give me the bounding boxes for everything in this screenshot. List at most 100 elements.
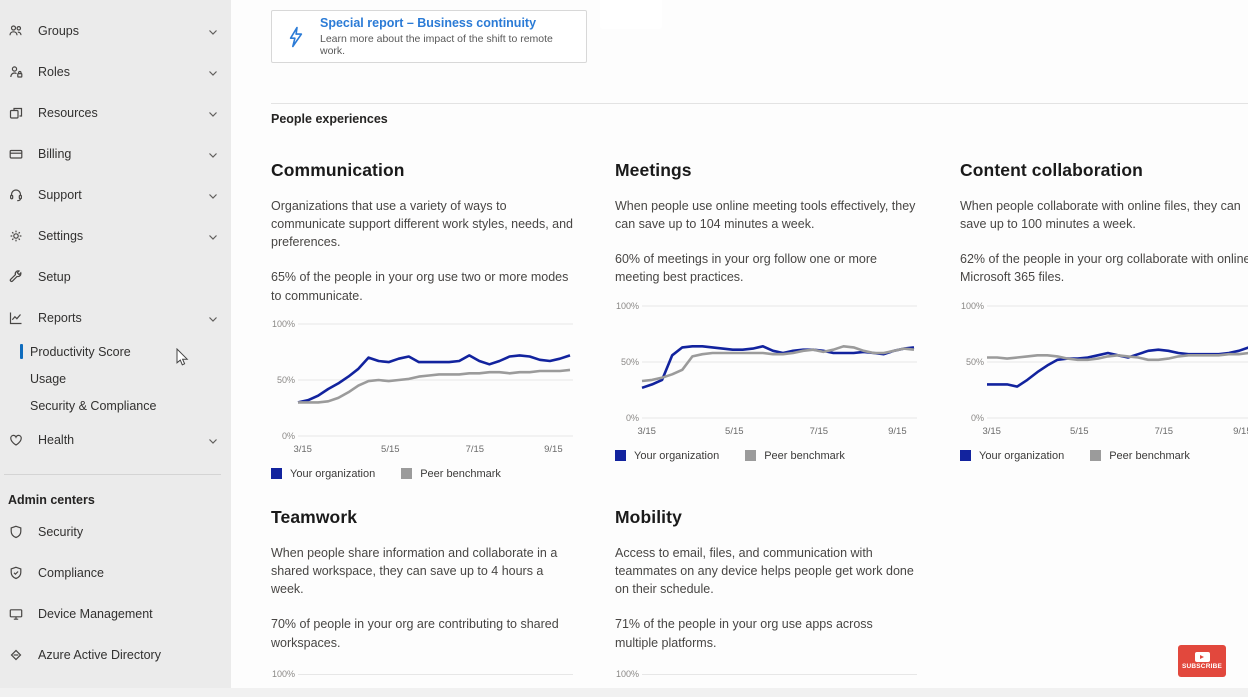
chart-canvas — [297, 323, 573, 437]
sidebar-item-usage[interactable]: Usage — [0, 365, 231, 392]
card-communication: Communication Organizations that use a v… — [271, 160, 573, 480]
card-description: When people share information and collab… — [271, 546, 558, 597]
legend-label: Your organization — [290, 467, 376, 480]
banner-subtitle: Learn more about the impact of the shift… — [320, 33, 553, 57]
chart-legend: Your organization Peer benchmark — [615, 450, 917, 462]
chart-canvas — [987, 305, 1248, 418]
sidebar-item-label: Azure Active Directory — [38, 647, 161, 662]
sidebar-item-label: Compliance — [38, 565, 105, 580]
communication-chart: 100% 50% 0% — [271, 319, 573, 441]
x-axis-tick: 7/15 — [809, 425, 829, 437]
special-report-banner[interactable]: Special report – Business continuity Lea… — [271, 10, 587, 63]
chevron-down-icon — [207, 107, 219, 119]
sidebar-item-label: Security — [38, 524, 84, 539]
legend-your-organization: Your organization — [960, 450, 1064, 462]
meetings-chart: 100% 50% 0% — [615, 300, 917, 423]
card-mobility: Mobility Access to email, files, and com… — [615, 507, 917, 687]
card-title: Communication — [271, 160, 405, 180]
resources-icon — [7, 104, 24, 121]
sidebar-item-compliance[interactable]: Compliance — [0, 552, 231, 593]
mobility-chart-truncated: 100% — [615, 669, 917, 687]
chart-legend: Your organization Peer benchmark — [960, 450, 1248, 462]
card-description: Organizations that use a variety of ways… — [271, 199, 574, 250]
card-description: Access to email, files, and communicatio… — [615, 546, 914, 597]
legend-label: Your organization — [634, 449, 720, 462]
youtube-play-icon — [1194, 652, 1210, 662]
card-meetings: Meetings When people use online meeting … — [615, 160, 917, 462]
section-divider — [271, 103, 1248, 104]
chart-x-axis: 3/15 5/15 7/15 9/15 — [615, 426, 917, 442]
sidebar-item-security-compliance[interactable]: Security & Compliance — [0, 392, 231, 419]
y-axis-tick: 100% — [615, 668, 639, 679]
legend-peer-benchmark: Peer benchmark — [1090, 450, 1190, 462]
legend-your-organization: Your organization — [615, 450, 719, 462]
sidebar-item-label: Settings — [38, 228, 84, 243]
sidebar-item-productivity-score[interactable]: Productivity Score — [0, 338, 231, 365]
main-content: Special report – Business continuity Lea… — [231, 0, 1248, 697]
chevron-down-icon — [207, 148, 219, 160]
support-icon — [7, 186, 24, 203]
sidebar-item-reports[interactable]: Reports — [0, 297, 231, 338]
gear-icon — [7, 227, 24, 244]
x-axis-tick: 5/15 — [1070, 425, 1089, 437]
sidebar-item-label: Support — [38, 187, 82, 202]
chevron-down-icon — [207, 230, 219, 242]
groups-icon — [7, 22, 24, 39]
gridline — [642, 673, 917, 675]
azure-ad-icon — [7, 646, 24, 663]
sidebar-divider — [4, 474, 221, 475]
sidebar-item-setup[interactable]: Setup — [0, 256, 231, 297]
legend-swatch-gray — [745, 450, 757, 461]
device-icon — [7, 605, 24, 622]
sidebar-item-groups[interactable]: Groups — [0, 10, 231, 51]
card-teamwork: Teamwork When people share information a… — [271, 507, 573, 687]
selected-indicator — [20, 344, 23, 359]
white-overlay-patch — [600, 0, 662, 29]
teamwork-chart-truncated: 100% — [271, 669, 573, 687]
x-axis-tick: 9/15 — [544, 443, 563, 455]
card-stat: 65% of the people in your org use two or… — [271, 270, 569, 303]
legend-peer-benchmark: Peer benchmark — [401, 468, 501, 480]
sidebar-item-label: Resources — [38, 105, 98, 120]
card-description: When people collaborate with online file… — [960, 199, 1241, 232]
line-chart-icon — [7, 309, 24, 326]
bottom-strip — [0, 688, 1248, 697]
sidebar-item-health[interactable]: Health — [0, 419, 231, 460]
sidebar-item-billing[interactable]: Billing — [0, 133, 231, 174]
card-stat: 71% of the people in your org use apps a… — [615, 617, 873, 650]
card-description: When people use online meeting tools eff… — [615, 199, 916, 232]
chart-legend: Your organization Peer benchmark — [271, 468, 573, 480]
chevron-down-icon — [207, 312, 219, 324]
y-axis-tick: 0% — [970, 412, 984, 423]
series-line — [641, 344, 915, 382]
sidebar-item-resources[interactable]: Resources — [0, 92, 231, 133]
sidebar-item-settings[interactable]: Settings — [0, 215, 231, 256]
gridline — [298, 673, 573, 675]
heart-icon — [7, 431, 24, 448]
x-axis-tick: 5/15 — [725, 425, 744, 437]
y-axis-tick: 50% — [620, 356, 639, 367]
y-axis-tick: 100% — [271, 668, 295, 679]
x-axis-tick: 7/15 — [1154, 425, 1174, 437]
legend-swatch-blue — [271, 468, 282, 480]
y-axis-tick: 100% — [615, 300, 639, 311]
subscribe-label: SUBSCRIBE — [1181, 663, 1223, 670]
sidebar-item-label: Setup — [38, 269, 71, 284]
sidebar-item-label: Groups — [38, 23, 79, 38]
chart-canvas — [641, 305, 917, 418]
banner-text: Special report – Business continuity Lea… — [320, 16, 574, 57]
shield-icon — [7, 523, 24, 540]
billing-icon — [7, 145, 24, 162]
sidebar-item-security[interactable]: Security — [0, 511, 231, 552]
sidebar: Groups Roles Resources Billing — [0, 0, 231, 688]
sidebar-item-support[interactable]: Support — [0, 174, 231, 215]
card-title: Meetings — [615, 160, 692, 180]
sidebar-item-azure-active-directory[interactable]: Azure Active Directory — [0, 634, 231, 675]
subscribe-button[interactable]: SUBSCRIBE — [1178, 645, 1226, 677]
sidebar-item-device-management[interactable]: Device Management — [0, 593, 231, 634]
legend-label: Peer benchmark — [1109, 449, 1190, 462]
wrench-icon — [7, 268, 24, 285]
lightning-icon — [284, 25, 308, 49]
sidebar-item-roles[interactable]: Roles — [0, 51, 231, 92]
card-title: Mobility — [615, 507, 682, 527]
